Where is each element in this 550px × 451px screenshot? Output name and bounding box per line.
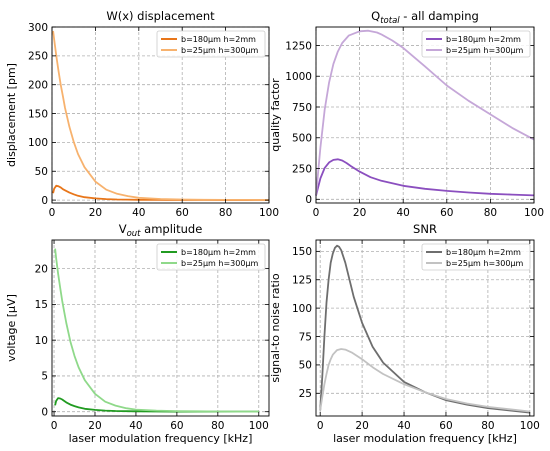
legend-label: b=180µm h=2mm [181, 248, 256, 257]
x-tick-label: 20 [355, 420, 368, 432]
y-tick-label: 0 [41, 407, 48, 419]
title-main: Q [371, 9, 380, 23]
x-tick-label: 80 [481, 420, 494, 432]
y-tick-label: 150 [292, 246, 312, 258]
y-tick-label: 100 [292, 303, 312, 315]
x-tick-label: 20 [89, 207, 102, 219]
series-line-1 [315, 158, 535, 197]
y-tick-label: 50 [299, 360, 312, 372]
x-tick-label: 60 [439, 420, 452, 432]
title-main: SNR [413, 222, 437, 236]
x-tick-label: 60 [176, 207, 189, 219]
y-tick-label: 25 [299, 388, 312, 400]
title-main: V [119, 222, 127, 236]
x-tick-label: 80 [211, 420, 224, 432]
legend-label: b=25µm h=300µm [181, 259, 259, 268]
y-axis-label: quality factor [269, 78, 282, 152]
legend-box [421, 243, 531, 271]
subplot-title: Qtotal - all damping [371, 9, 479, 26]
y-axis-label: displacement [pm] [5, 63, 18, 167]
x-tick-label: 20 [88, 420, 101, 432]
series-line-2 [315, 29, 535, 196]
title-main: W(x) displacement [106, 9, 215, 23]
legend-box [421, 30, 531, 58]
subplot-title: W(x) displacement [106, 9, 215, 23]
y-tick-label: 200 [28, 80, 48, 92]
subplot-3: 0 20 40 60 80 100 0 5 10 15 20 Vout amplitude voltag… [5, 222, 270, 445]
y-tick-label: 5 [41, 371, 48, 383]
y-tick-label: 50 [35, 166, 48, 178]
title-tail: - all damping [400, 9, 479, 23]
subplot-1: 0 20 40 60 80 100 0 50 100 150 200 250 300 W(x) displ… [5, 9, 279, 219]
x-tick-label: 100 [520, 420, 540, 432]
x-tick-label: 0 [49, 207, 56, 219]
y-tick-label: 750 [292, 102, 312, 114]
legend-box [156, 243, 266, 271]
x-tick-label: 0 [313, 207, 320, 219]
y-tick-label: 1250 [285, 40, 312, 52]
y-tick-label: 0 [305, 194, 312, 206]
x-tick-label: 100 [524, 207, 544, 219]
x-tick-label: 40 [132, 207, 145, 219]
x-tick-label: 60 [440, 207, 453, 219]
series-line-2 [319, 348, 530, 413]
legend-label: b=25µm h=300µm [446, 259, 524, 268]
legend: b=180µm h=2mm b=25µm h=300µm [421, 30, 531, 58]
title-subscript: out [127, 229, 142, 239]
x-tick-label: 60 [170, 420, 183, 432]
legend: b=180µm h=2mm b=25µm h=300µm [156, 243, 266, 271]
x-axis-label: laser modulation frequency [kHz] [69, 432, 253, 445]
x-tick-label: 0 [317, 420, 324, 432]
legend-label: b=180µm h=2mm [181, 35, 256, 44]
legend: b=180µm h=2mm b=25µm h=300µm [421, 243, 531, 271]
title-subscript: total [380, 16, 400, 26]
subplot-4: 0 20 40 60 80 100 25 50 75 100 125 150 SNR signal-to … [269, 222, 540, 445]
y-tick-label: 250 [28, 51, 48, 63]
x-tick-label: 40 [397, 207, 410, 219]
plot-frame [315, 26, 535, 204]
subplot-title: Vout amplitude [119, 222, 203, 239]
y-tick-label: 15 [35, 299, 48, 311]
legend-label: b=25µm h=300µm [181, 46, 259, 55]
y-tick-label: 75 [299, 331, 312, 343]
plot-frame [315, 239, 535, 417]
y-tick-label: 300 [28, 22, 48, 34]
x-tick-label: 0 [51, 420, 58, 432]
y-axis-label: signal-to noise ratio [269, 273, 282, 382]
series-line-1 [54, 397, 259, 413]
legend-box [156, 30, 266, 58]
y-tick-label: 250 [292, 163, 312, 175]
plot-frame [51, 26, 270, 204]
x-axis-label: laser modulation frequency [kHz] [333, 432, 517, 445]
y-tick-label: 10 [35, 335, 48, 347]
x-tick-label: 100 [259, 207, 279, 219]
y-axis-label: voltage [µV] [5, 294, 18, 362]
x-tick-label: 80 [219, 207, 232, 219]
y-tick-label: 0 [41, 195, 48, 207]
series-line-1 [319, 244, 530, 414]
series-line-2 [52, 30, 270, 201]
x-tick-label: 20 [353, 207, 366, 219]
y-tick-label: 500 [292, 133, 312, 145]
subplot-title: SNR [413, 222, 437, 236]
y-tick-label: 125 [292, 275, 312, 287]
x-tick-label: 100 [249, 420, 269, 432]
legend-label: b=25µm h=300µm [446, 46, 524, 55]
x-tick-label: 40 [397, 420, 410, 432]
x-tick-label: 40 [129, 420, 142, 432]
legend-label: b=180µm h=2mm [446, 35, 521, 44]
x-tick-label: 80 [484, 207, 497, 219]
y-tick-label: 20 [35, 263, 48, 275]
plot-frame [51, 239, 270, 417]
y-tick-label: 100 [28, 137, 48, 149]
series-line-2 [54, 248, 259, 413]
legend: b=180µm h=2mm b=25µm h=300µm [156, 30, 266, 58]
y-tick-label: 150 [28, 108, 48, 120]
y-tick-label: 1000 [285, 71, 312, 83]
title-tail: amplitude [141, 222, 203, 236]
legend-label: b=180µm h=2mm [446, 248, 521, 257]
series-line-1 [52, 184, 269, 201]
